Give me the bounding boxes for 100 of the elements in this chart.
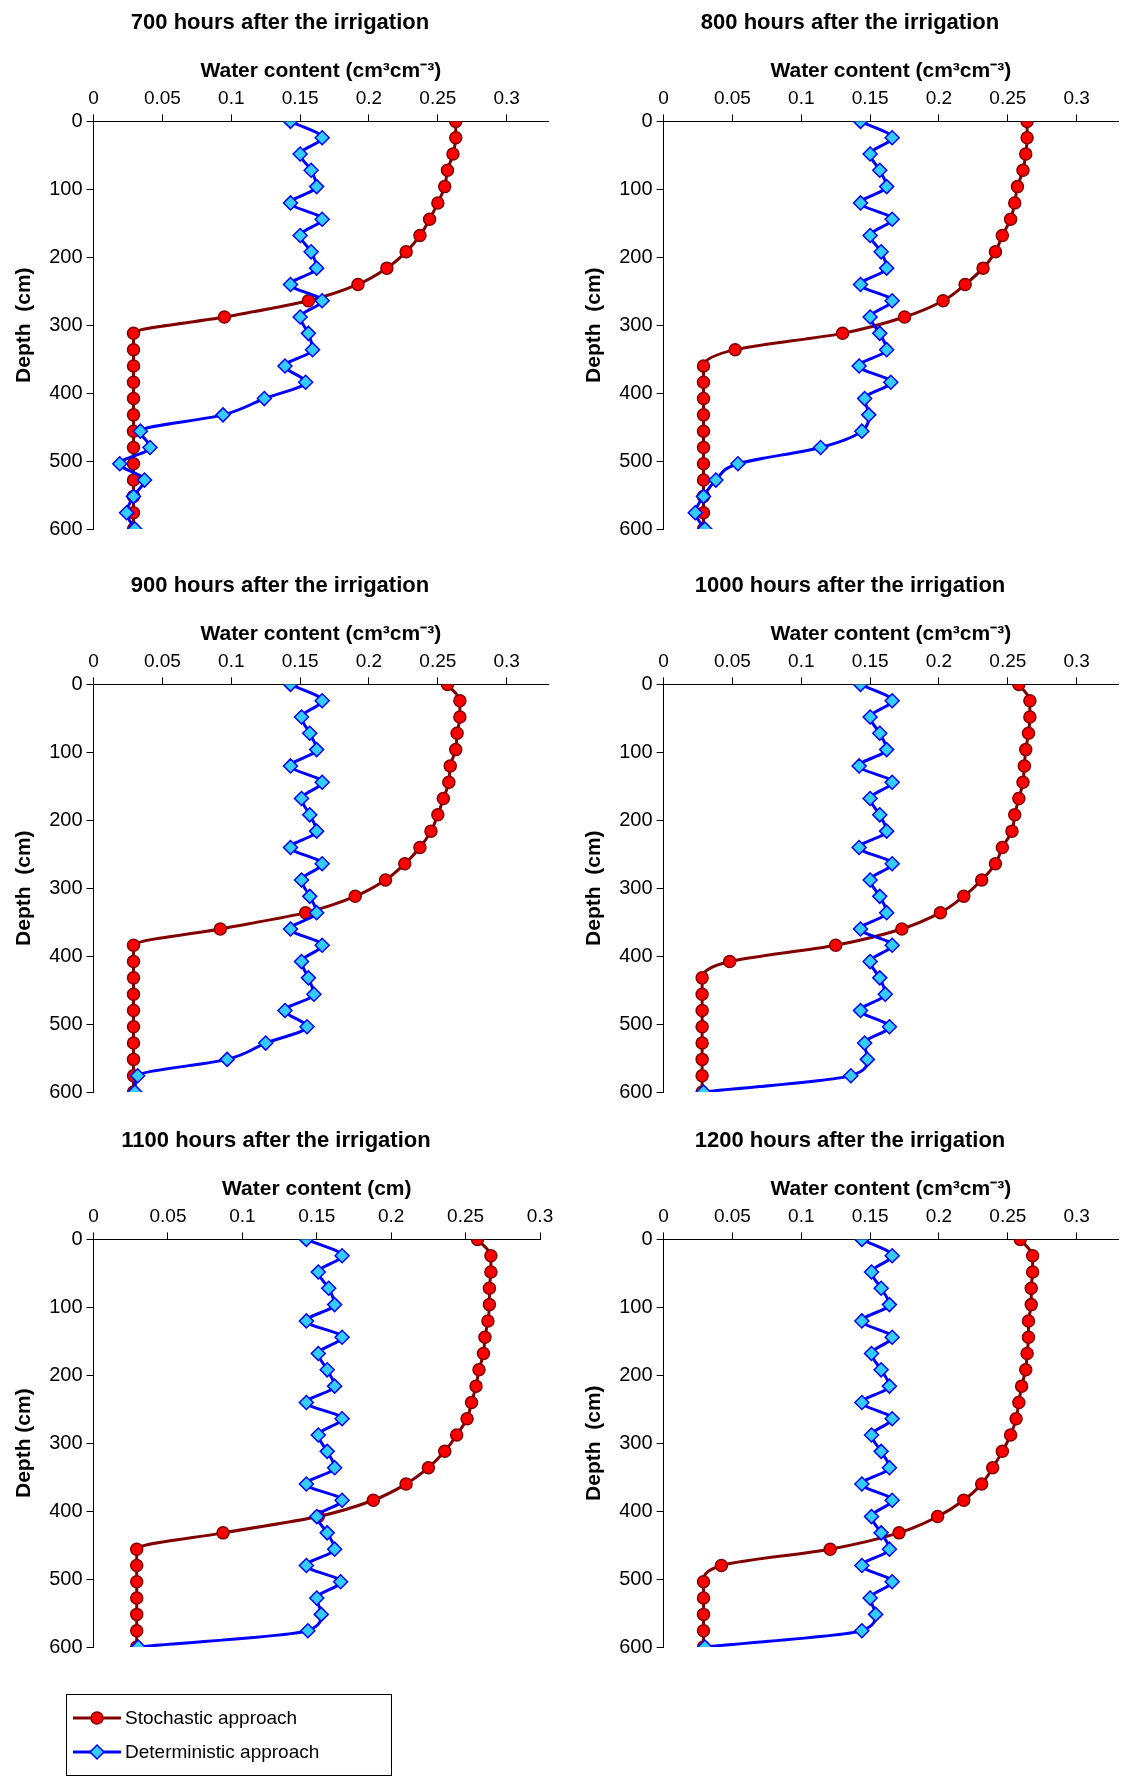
y-tick-label: 0 <box>641 671 653 694</box>
x-tick-label: 0.3 <box>1063 1205 1090 1227</box>
x-axis-title: Water content (cm³cm⁻³) <box>200 57 442 81</box>
y-axis-title: Depth (cm) <box>581 830 605 946</box>
y-tick-label: 500 <box>619 1566 653 1589</box>
x-tick-label: 0.3 <box>526 1205 554 1227</box>
y-tick-label: 600 <box>619 1079 653 1102</box>
x-tick-label: 0.05 <box>143 87 181 109</box>
chart-title: 1100 hours after the irrigation <box>121 1127 431 1153</box>
chart-title: 1200 hours after the irrigation <box>694 1127 1006 1153</box>
y-tick-label: 600 <box>49 1079 83 1102</box>
x-tick-label: 0.1 <box>218 650 245 672</box>
y-tick-label: 600 <box>619 1634 653 1657</box>
y-tick-label: 100 <box>49 739 83 762</box>
y-tick-label: 0 <box>71 108 83 131</box>
x-tick-label: 0.3 <box>493 87 520 109</box>
y-tick-label: 100 <box>49 176 83 199</box>
x-tick-label: 0 <box>658 1205 669 1227</box>
y-tick-label: 200 <box>619 807 653 830</box>
chart-title: 1000 hours after the irrigation <box>694 572 1006 598</box>
x-axis-title: Water content (cm³cm⁻³) <box>770 1175 1012 1199</box>
x-tick-label: 0.3 <box>1063 650 1090 672</box>
y-tick-label: 400 <box>619 943 653 966</box>
y-axis-title: Depth (cm) <box>581 267 605 383</box>
x-tick-label: 0.2 <box>355 87 383 109</box>
x-tick-label: 0.05 <box>713 87 751 109</box>
y-tick-label: 400 <box>49 380 83 403</box>
y-tick-label: 200 <box>619 1362 653 1385</box>
x-tick-label: 0.15 <box>281 650 319 672</box>
x-tick-label: 0.25 <box>447 1205 485 1227</box>
y-tick-label: 400 <box>49 1498 83 1521</box>
y-tick-label: 100 <box>49 1294 83 1317</box>
x-tick-label: 0.3 <box>1063 87 1090 109</box>
y-tick-label: 500 <box>619 448 653 471</box>
legend-label: Deterministic approach <box>125 1741 320 1763</box>
x-tick-label: 0.1 <box>788 650 815 672</box>
x-tick-label: 0.25 <box>419 650 457 672</box>
x-tick-label: 0.15 <box>851 87 889 109</box>
x-tick-label: 0.15 <box>298 1205 336 1227</box>
x-tick-label: 0.1 <box>218 87 245 109</box>
y-tick-label: 400 <box>619 1498 653 1521</box>
y-tick-label: 300 <box>49 1430 83 1453</box>
y-tick-label: 600 <box>49 1634 83 1657</box>
y-tick-label: 200 <box>49 807 83 830</box>
x-tick-label: 0.25 <box>989 87 1027 109</box>
y-tick-label: 0 <box>641 108 653 131</box>
x-tick-label: 0 <box>658 87 669 109</box>
x-tick-label: 0.2 <box>355 650 383 672</box>
x-tick-label: 0.2 <box>925 87 953 109</box>
y-tick-label: 0 <box>71 1226 83 1249</box>
y-axis-title: Depth (cm) <box>11 267 35 383</box>
x-axis-title: Water content (cm³cm⁻³) <box>770 57 1012 81</box>
x-tick-label: 0.2 <box>925 650 953 672</box>
y-tick-label: 500 <box>49 448 83 471</box>
y-tick-label: 500 <box>619 1011 653 1034</box>
y-tick-label: 300 <box>619 875 653 898</box>
y-axis-title: Depth (cm) <box>11 830 35 946</box>
x-tick-label: 0 <box>88 650 99 672</box>
x-tick-label: 0.05 <box>713 1205 751 1227</box>
x-tick-label: 0.2 <box>925 1205 953 1227</box>
y-tick-label: 200 <box>619 244 653 267</box>
y-tick-label: 0 <box>641 1226 653 1249</box>
x-tick-label: 0.1 <box>788 1205 815 1227</box>
y-tick-label: 300 <box>619 312 653 335</box>
y-tick-label: 600 <box>49 516 83 539</box>
x-tick-label: 0.15 <box>851 1205 889 1227</box>
chart-title: 700 hours after the irrigation <box>130 9 430 35</box>
x-tick-label: 0.05 <box>143 650 181 672</box>
y-tick-label: 500 <box>49 1566 83 1589</box>
x-tick-label: 0 <box>88 87 99 109</box>
x-tick-label: 0.2 <box>377 1205 405 1227</box>
chart-title: 900 hours after the irrigation <box>130 572 430 598</box>
y-tick-label: 300 <box>49 875 83 898</box>
y-tick-label: 300 <box>619 1430 653 1453</box>
y-axis-title: Depth (cm) <box>581 1385 605 1501</box>
y-tick-label: 0 <box>71 671 83 694</box>
y-tick-label: 100 <box>619 176 653 199</box>
y-tick-label: 100 <box>619 1294 653 1317</box>
y-tick-label: 400 <box>49 943 83 966</box>
chart-title: 800 hours after the irrigation <box>700 9 1000 35</box>
x-tick-label: 0.05 <box>713 650 751 672</box>
y-tick-label: 300 <box>49 312 83 335</box>
y-tick-label: 200 <box>49 244 83 267</box>
y-tick-label: 200 <box>49 1362 83 1385</box>
x-tick-label: 0.15 <box>851 650 889 672</box>
y-tick-label: 600 <box>619 516 653 539</box>
x-axis-title: Water content (cm³cm⁻³) <box>200 620 442 644</box>
x-tick-label: 0.15 <box>281 87 319 109</box>
legend-label: Stochastic approach <box>125 1707 298 1729</box>
y-tick-label: 100 <box>619 739 653 762</box>
x-tick-label: 0.1 <box>788 87 815 109</box>
x-tick-label: 0.25 <box>989 1205 1027 1227</box>
x-axis-title: Water content (cm) <box>222 1175 412 1199</box>
x-axis-title: Water content (cm³cm⁻³) <box>770 620 1012 644</box>
x-tick-label: 0.25 <box>989 650 1027 672</box>
x-tick-label: 0.05 <box>149 1205 187 1227</box>
y-tick-label: 500 <box>49 1011 83 1034</box>
y-tick-label: 400 <box>619 380 653 403</box>
y-axis-title: Depth (cm) <box>11 1388 35 1499</box>
x-tick-label: 0.3 <box>493 650 520 672</box>
